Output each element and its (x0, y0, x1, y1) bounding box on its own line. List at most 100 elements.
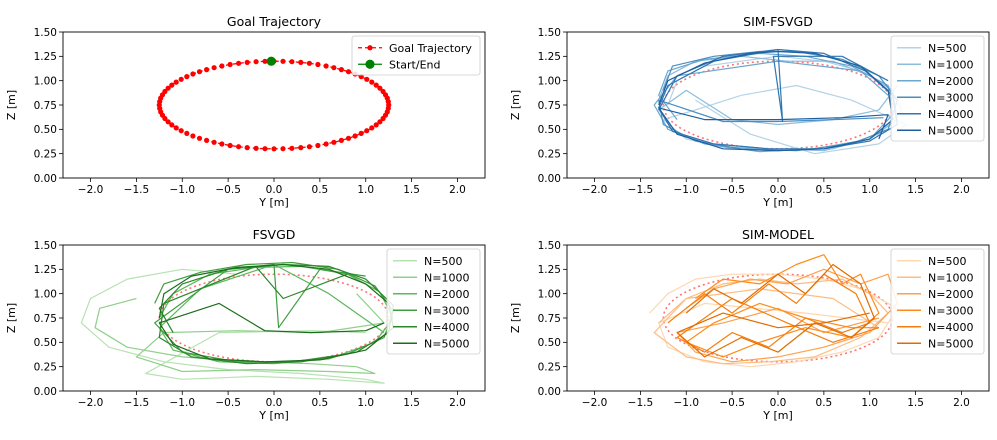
goal-trajectory-point (385, 105, 391, 111)
chart-panel-1: −2.0 −1.5 −1.0 −0.5 0.0 0.5 1.0 1.5 2.0 0.00 0.25 0… (5, 14, 486, 209)
legend: Goal Trajectory Start/End (351, 35, 481, 76)
y-axis-label: Z [m] (509, 90, 522, 120)
goal-trajectory-point (253, 145, 259, 151)
x-tick-label: −0.5 (215, 184, 241, 196)
x-tick-label: 0.0 (770, 184, 787, 196)
y-tick-label: 1.00 (34, 75, 57, 87)
legend-label: N=1000 (928, 58, 973, 71)
legend-marker (367, 45, 373, 51)
goal-trajectory-point (184, 130, 190, 136)
goal-trajectory-point (280, 58, 286, 64)
series-line-n-1000 (658, 55, 898, 152)
x-tick-label: 2.0 (449, 184, 466, 196)
goal-trajectory-point (298, 59, 304, 65)
x-tick-label: −1.5 (124, 397, 150, 409)
goal-trajectory-point (184, 74, 190, 80)
legend: N=500 N=1000 N=2000 N=3000 N=4000 N=5000 (890, 35, 985, 142)
goal-trajectory-point (315, 142, 321, 149)
goal-trajectory-point (373, 122, 379, 128)
x-tick-label: 1.0 (357, 397, 374, 409)
legend: N=500 N=1000 N=2000 N=3000 N=4000 N=5000 (890, 248, 985, 355)
plot-area (653, 48, 908, 155)
x-tick-label: 1.0 (357, 184, 374, 196)
x-tick-label: 2.0 (449, 397, 466, 409)
x-tick-label: −2.0 (582, 397, 608, 409)
goal-trajectory-point (204, 67, 210, 73)
legend-label: N=3000 (928, 304, 973, 317)
legend-label: Goal Trajectory (389, 42, 472, 55)
plot-area (80, 261, 394, 384)
series-line-n-5000 (658, 50, 894, 152)
x-tick-label: −0.5 (719, 184, 745, 196)
plot-area (649, 254, 898, 368)
x-tick-label: −1.5 (628, 184, 654, 196)
x-axis-label: Y [m] (258, 409, 289, 422)
series-line-n-4000 (658, 48, 898, 150)
goal-trajectory-point (377, 119, 383, 125)
y-tick-label: 0.00 (34, 386, 57, 398)
goal-reference-line (662, 60, 894, 150)
goal-trajectory-point (345, 69, 352, 75)
series-line-n-1000 (94, 293, 385, 375)
x-axis-label: Y [m] (258, 196, 289, 209)
y-tick-label: 1.50 (34, 240, 57, 252)
legend-label: N=3000 (424, 304, 469, 317)
goal-trajectory-point (196, 69, 203, 75)
legend-label: N=4000 (928, 108, 973, 121)
legend-box (890, 35, 985, 142)
series-line-n-2000 (158, 263, 394, 365)
goal-trajectory-point (377, 85, 383, 91)
x-tick-label: −0.5 (719, 397, 745, 409)
x-tick-label: 2.0 (953, 397, 970, 409)
goal-trajectory-point (358, 130, 364, 136)
y-tick-label: 0.50 (34, 337, 57, 349)
y-tick-label: 1.25 (538, 264, 561, 276)
y-tick-label: 1.25 (538, 51, 561, 63)
y-tick-label: 0.75 (34, 313, 57, 325)
goal-trajectory-point (211, 65, 217, 71)
goal-trajectory-point (178, 128, 184, 134)
y-tick-label: 1.50 (538, 27, 561, 39)
series-line-n-4000 (667, 273, 880, 353)
x-tick-label: −1.0 (674, 184, 700, 196)
goal-trajectory-point (298, 145, 304, 151)
y-tick-label: 1.25 (34, 264, 57, 276)
goal-trajectory-point (369, 125, 375, 131)
goal-trajectory-point (323, 141, 329, 147)
y-tick-label: 0.25 (538, 148, 561, 160)
x-tick-label: −1.0 (170, 184, 196, 196)
goal-trajectory-point (204, 137, 210, 143)
legend-box (890, 248, 985, 355)
goal-trajectory-point (331, 65, 337, 71)
goal-trajectory-point (373, 82, 379, 88)
chart-title: FSVGD (253, 227, 296, 242)
legend-label: N=3000 (928, 91, 973, 104)
goal-trajectory-point (173, 125, 179, 131)
y-tick-label: 1.50 (538, 240, 561, 252)
chart-panel-2: −2.0 −1.5 −1.0 −0.5 0.0 0.5 1.0 1.5 2.0 0.00 0.25 0… (509, 14, 990, 209)
goal-trajectory-point (262, 146, 268, 152)
y-tick-label: 0.50 (34, 124, 57, 136)
goal-trajectory-point (253, 59, 259, 65)
chart-panel-3: −2.0 −1.5 −1.0 −0.5 0.0 0.5 1.0 1.5 2.0 0.00 0.25 0… (5, 227, 486, 422)
goal-trajectory-point (338, 67, 344, 73)
y-tick-label: 0.00 (538, 173, 561, 185)
goal-trajectory-point (169, 82, 175, 88)
x-tick-label: −1.5 (124, 184, 150, 196)
legend: N=500 N=1000 N=2000 N=3000 N=4000 N=5000 (386, 248, 481, 355)
chart-title: SIM-MODEL (742, 227, 814, 242)
legend-label: N=1000 (424, 271, 469, 284)
y-tick-label: 0.75 (538, 313, 561, 325)
x-tick-label: 0.5 (816, 184, 833, 196)
goal-trajectory-point (262, 58, 268, 64)
goal-trajectory-point (165, 119, 171, 125)
y-tick-label: 0.00 (538, 386, 561, 398)
goal-trajectory-point (162, 115, 168, 122)
x-tick-label: −2.0 (582, 184, 608, 196)
x-axis-label: Y [m] (762, 409, 793, 422)
x-tick-label: 1.5 (907, 397, 924, 409)
goal-trajectory-point (323, 63, 329, 69)
goal-trajectory-point (271, 146, 277, 152)
x-tick-label: −0.5 (215, 397, 241, 409)
